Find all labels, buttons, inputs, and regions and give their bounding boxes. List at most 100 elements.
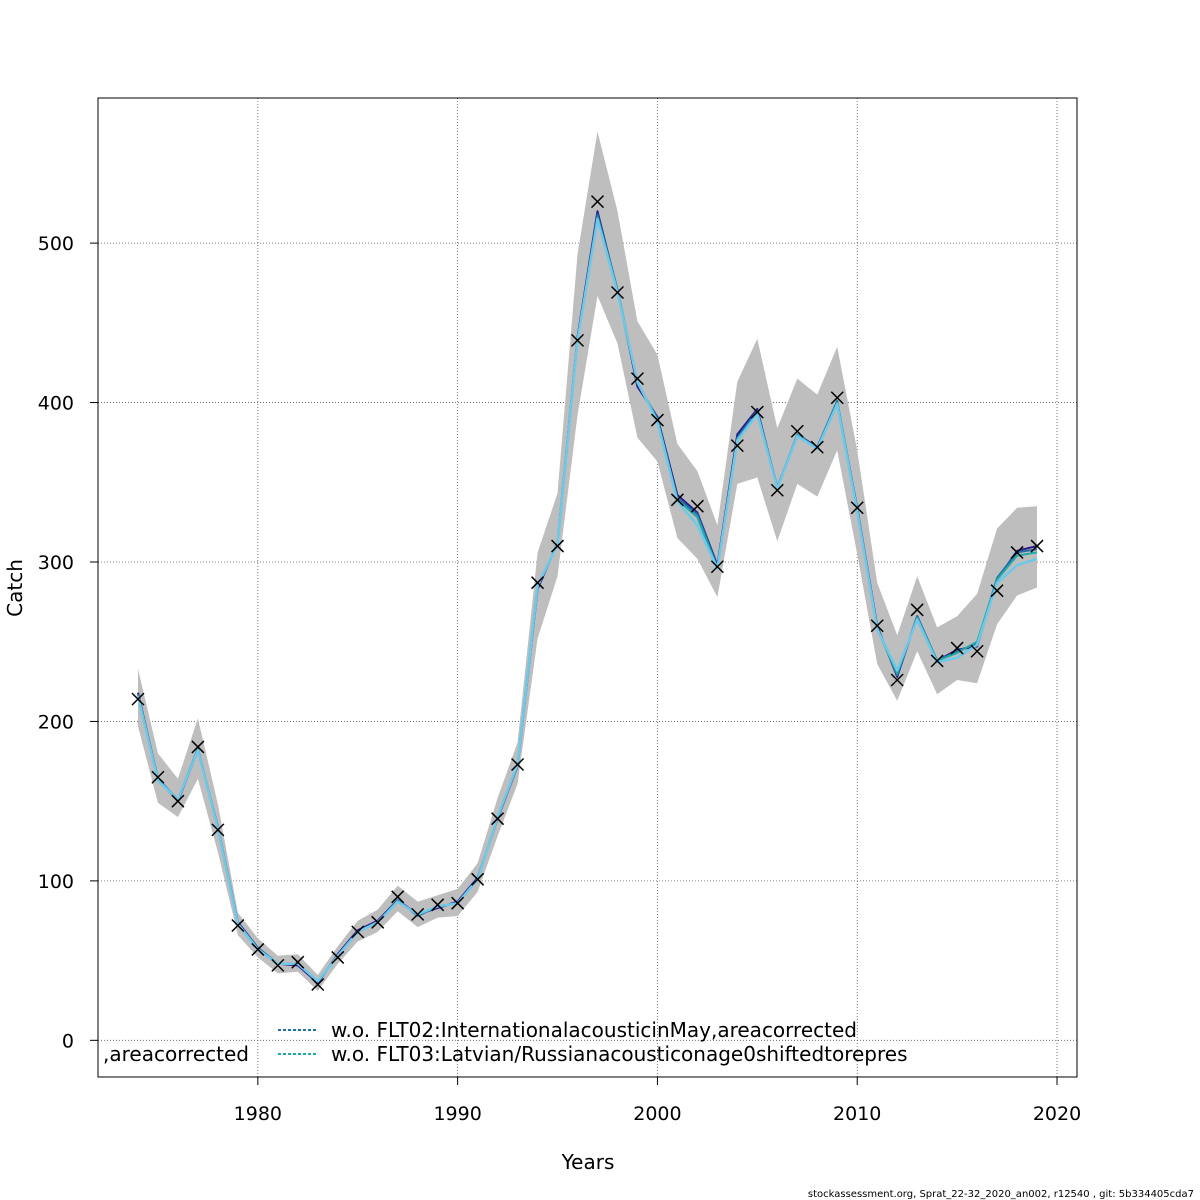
x-tick-label: 1990	[433, 1103, 481, 1125]
observed-point	[750, 405, 764, 419]
observed-markers	[131, 195, 1044, 992]
observed-point-stroke	[590, 195, 605, 209]
observed-point-stroke	[890, 673, 904, 687]
observed-point-stroke	[331, 950, 345, 964]
observed-point-stroke	[810, 440, 824, 454]
observed-point-stroke	[291, 955, 305, 969]
series-lines	[136, 210, 1038, 984]
observed-point	[191, 740, 205, 754]
observed-point-stroke	[251, 942, 265, 956]
observed-point	[131, 692, 145, 706]
x-axis-title: Years	[561, 1150, 615, 1174]
observed-point	[451, 896, 465, 910]
x-tick-label: 2010	[833, 1103, 881, 1125]
legend: ,areacorrected w.o. FLT02:Internationala…	[103, 1018, 908, 1066]
observed-point-stroke	[191, 740, 205, 754]
observed-point-stroke	[511, 757, 525, 772]
y-tick-label: 100	[38, 871, 74, 893]
observed-point	[850, 501, 864, 515]
observed-point	[311, 977, 325, 992]
observed-point	[1030, 539, 1044, 553]
series-line-3	[136, 217, 1038, 983]
observed-point	[790, 424, 804, 438]
observed-point	[411, 907, 425, 921]
observed-point	[870, 619, 884, 633]
observed-point	[1010, 545, 1024, 559]
observed-point	[710, 560, 724, 574]
observed-point	[491, 812, 505, 826]
x-tick-label: 2020	[1033, 1103, 1081, 1125]
observed-point	[930, 654, 944, 668]
observed-point-stroke	[371, 915, 385, 929]
observed-point-stroke	[411, 907, 425, 921]
observed-point-stroke	[271, 958, 285, 972]
observed-point-stroke	[730, 439, 744, 453]
y-tick-label: 400	[38, 393, 74, 415]
observed-point-stroke	[690, 499, 704, 513]
observed-point-stroke	[351, 925, 365, 939]
observed-point	[551, 539, 565, 553]
observed-point	[890, 673, 904, 687]
observed-point	[471, 872, 485, 886]
observed-point-stroke	[970, 644, 984, 658]
observed-point	[211, 823, 225, 837]
observed-point	[610, 285, 624, 300]
observed-point	[251, 942, 265, 956]
confidence-band	[138, 131, 1037, 991]
observed-point-stroke	[431, 898, 445, 912]
observed-point	[670, 493, 684, 507]
observed-point	[391, 890, 405, 904]
observed-point	[970, 644, 984, 658]
observed-point	[810, 440, 824, 454]
observed-point-stroke	[1030, 539, 1044, 553]
footer-credit: stockassessment.org, Sprat_22-32_2020_an…	[808, 1189, 1194, 1200]
observed-point-stroke	[850, 501, 864, 515]
observed-point	[690, 499, 704, 513]
observed-point-stroke	[151, 770, 165, 784]
observed-point	[331, 950, 345, 964]
y-axis: 0 100 200 300 400 500	[38, 233, 98, 1052]
observed-point-stroke	[451, 896, 465, 910]
observed-point-stroke	[171, 794, 185, 808]
observed-point	[231, 918, 245, 933]
observed-point	[950, 641, 964, 655]
y-tick-label: 300	[38, 552, 74, 574]
observed-point	[990, 584, 1004, 598]
legend-label-flt03: w.o. FLT03:Latvian/Russianacousticonage0…	[331, 1042, 908, 1066]
x-tick-label: 2000	[633, 1103, 681, 1125]
observed-point-stroke	[491, 812, 505, 826]
observed-point-stroke	[570, 333, 585, 347]
observed-point-stroke	[391, 890, 405, 904]
observed-point-stroke	[131, 692, 145, 706]
observed-point	[570, 333, 585, 347]
observed-point	[291, 955, 305, 969]
observed-point-stroke	[1010, 545, 1024, 559]
observed-point	[910, 603, 924, 617]
observed-point-stroke	[610, 285, 624, 300]
observed-point	[770, 483, 784, 497]
observed-point	[650, 413, 664, 427]
observed-point-stroke	[231, 918, 245, 933]
observed-point-stroke	[990, 584, 1004, 598]
observed-point	[271, 958, 285, 972]
observed-point-stroke	[551, 539, 565, 553]
y-axis-title: Catch	[3, 559, 27, 617]
x-tick-label: 1980	[234, 1103, 282, 1125]
observed-point	[431, 898, 445, 912]
observed-point-stroke	[770, 483, 784, 497]
observed-point-stroke	[930, 654, 944, 668]
y-tick-label: 500	[38, 233, 74, 255]
observed-point-stroke	[710, 560, 724, 574]
confidence-band-layer	[138, 131, 1037, 991]
observed-point	[171, 794, 185, 808]
observed-point-stroke	[630, 372, 644, 386]
observed-point	[351, 925, 365, 939]
observed-point	[531, 576, 545, 590]
observed-point	[511, 757, 525, 772]
legend-truncated-text: ,areacorrected	[103, 1042, 249, 1066]
observed-point-stroke	[311, 977, 325, 992]
y-tick-label: 200	[38, 711, 74, 733]
observed-point-stroke	[910, 603, 924, 617]
observed-point-stroke	[531, 576, 545, 590]
